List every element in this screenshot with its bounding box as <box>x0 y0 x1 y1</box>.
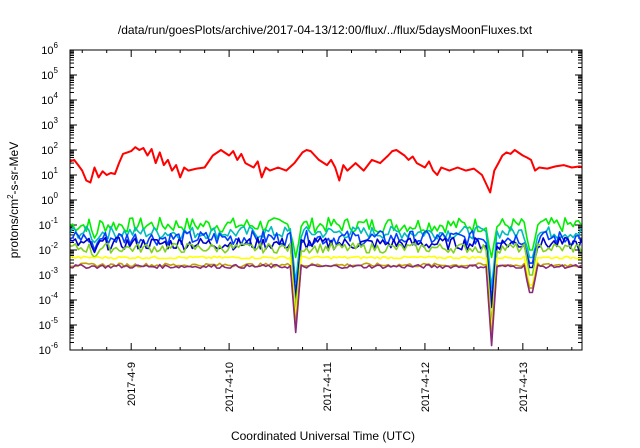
y-tick-label-base: 10 <box>41 120 53 132</box>
y-tick-label: 10-4 <box>39 291 59 307</box>
y-tick-label-base: 10 <box>41 170 53 182</box>
y-tick-label-base: 10 <box>41 145 53 157</box>
x-tick-label: 2017-4-12 <box>420 362 432 412</box>
y-tick-label-base: 10 <box>39 245 51 257</box>
y-tick-label: 103 <box>41 116 58 132</box>
y-tick-label-base: 10 <box>41 95 53 107</box>
y-tick-label-exp: 5 <box>54 66 59 75</box>
y-tick-label-base: 10 <box>41 195 53 207</box>
x-tick-label: 2017-4-9 <box>126 362 138 406</box>
series-line <box>69 262 582 339</box>
y-tick-label-exp: -4 <box>51 291 59 300</box>
y-tick-label-exp: 3 <box>54 116 59 125</box>
y-tick-label-exp: -6 <box>51 341 59 350</box>
y-tick-label: 104 <box>41 91 58 107</box>
x-axis-ticks: 2017-4-9 2017-4-10 2017-4-11 2017-4-12 2017-… <box>81 50 573 412</box>
y-tick-label-base: 10 <box>39 320 51 332</box>
y-tick-label-exp: -5 <box>51 316 59 325</box>
series-line <box>69 146 583 194</box>
y-tick-label: 10-5 <box>39 316 59 332</box>
y-axis-label-base: protons/cm <box>7 199 21 258</box>
series-line <box>69 242 583 326</box>
y-tick-label-exp: 6 <box>54 41 59 50</box>
y-tick-label: 101 <box>41 166 58 182</box>
y-tick-label: 100 <box>41 191 58 207</box>
y-tick-label-exp: -1 <box>51 216 59 225</box>
y-tick-label-base: 10 <box>39 295 51 307</box>
y-tick-label: 105 <box>41 66 58 82</box>
y-tick-label-base: 10 <box>39 270 51 282</box>
y-tick-label-base: 10 <box>39 345 51 357</box>
series-layer <box>69 146 583 347</box>
series-line <box>69 255 582 334</box>
x-tick-label: 2017-4-13 <box>518 362 530 412</box>
y-tick-label-exp: -2 <box>51 241 59 250</box>
y-tick-label-base: 10 <box>39 220 51 232</box>
plot-frame <box>69 49 583 351</box>
y-tick-label: 10-1 <box>39 216 59 232</box>
y-tick-label: 10-3 <box>39 266 59 282</box>
y-tick-label-exp: 4 <box>54 91 59 100</box>
y-tick-label-exp: 1 <box>54 166 59 175</box>
y-axis-label: protons/cm2-s-sr-MeV <box>6 142 21 258</box>
y-tick-label-base: 10 <box>41 70 53 82</box>
y-tick-label: 102 <box>41 141 58 157</box>
y-tick-label: 10-2 <box>39 241 59 257</box>
y-axis-ticks: 10-610-510-410-310-210-11001011021031041… <box>39 41 582 357</box>
y-tick-label-exp: 0 <box>54 191 59 200</box>
y-axis-label-rest: -s-sr-MeV <box>7 142 21 195</box>
y-tick-label: 10-6 <box>39 341 59 357</box>
y-tick-label-exp: 2 <box>54 141 59 150</box>
y-axis-label-sup: 2 <box>6 194 15 199</box>
series-line <box>69 263 582 347</box>
y-tick-label-base: 10 <box>41 45 53 57</box>
x-tick-label: 2017-4-10 <box>224 362 236 412</box>
y-tick-label: 106 <box>41 41 58 57</box>
chart-title: /data/run/goesPlots/archive/2017-04-13/1… <box>118 23 533 37</box>
series-line <box>69 225 583 289</box>
x-tick-label: 2017-4-11 <box>322 362 334 411</box>
x-axis-label: Coordinated Universal Time (UTC) <box>231 429 415 443</box>
y-tick-label-exp: -3 <box>51 266 59 275</box>
